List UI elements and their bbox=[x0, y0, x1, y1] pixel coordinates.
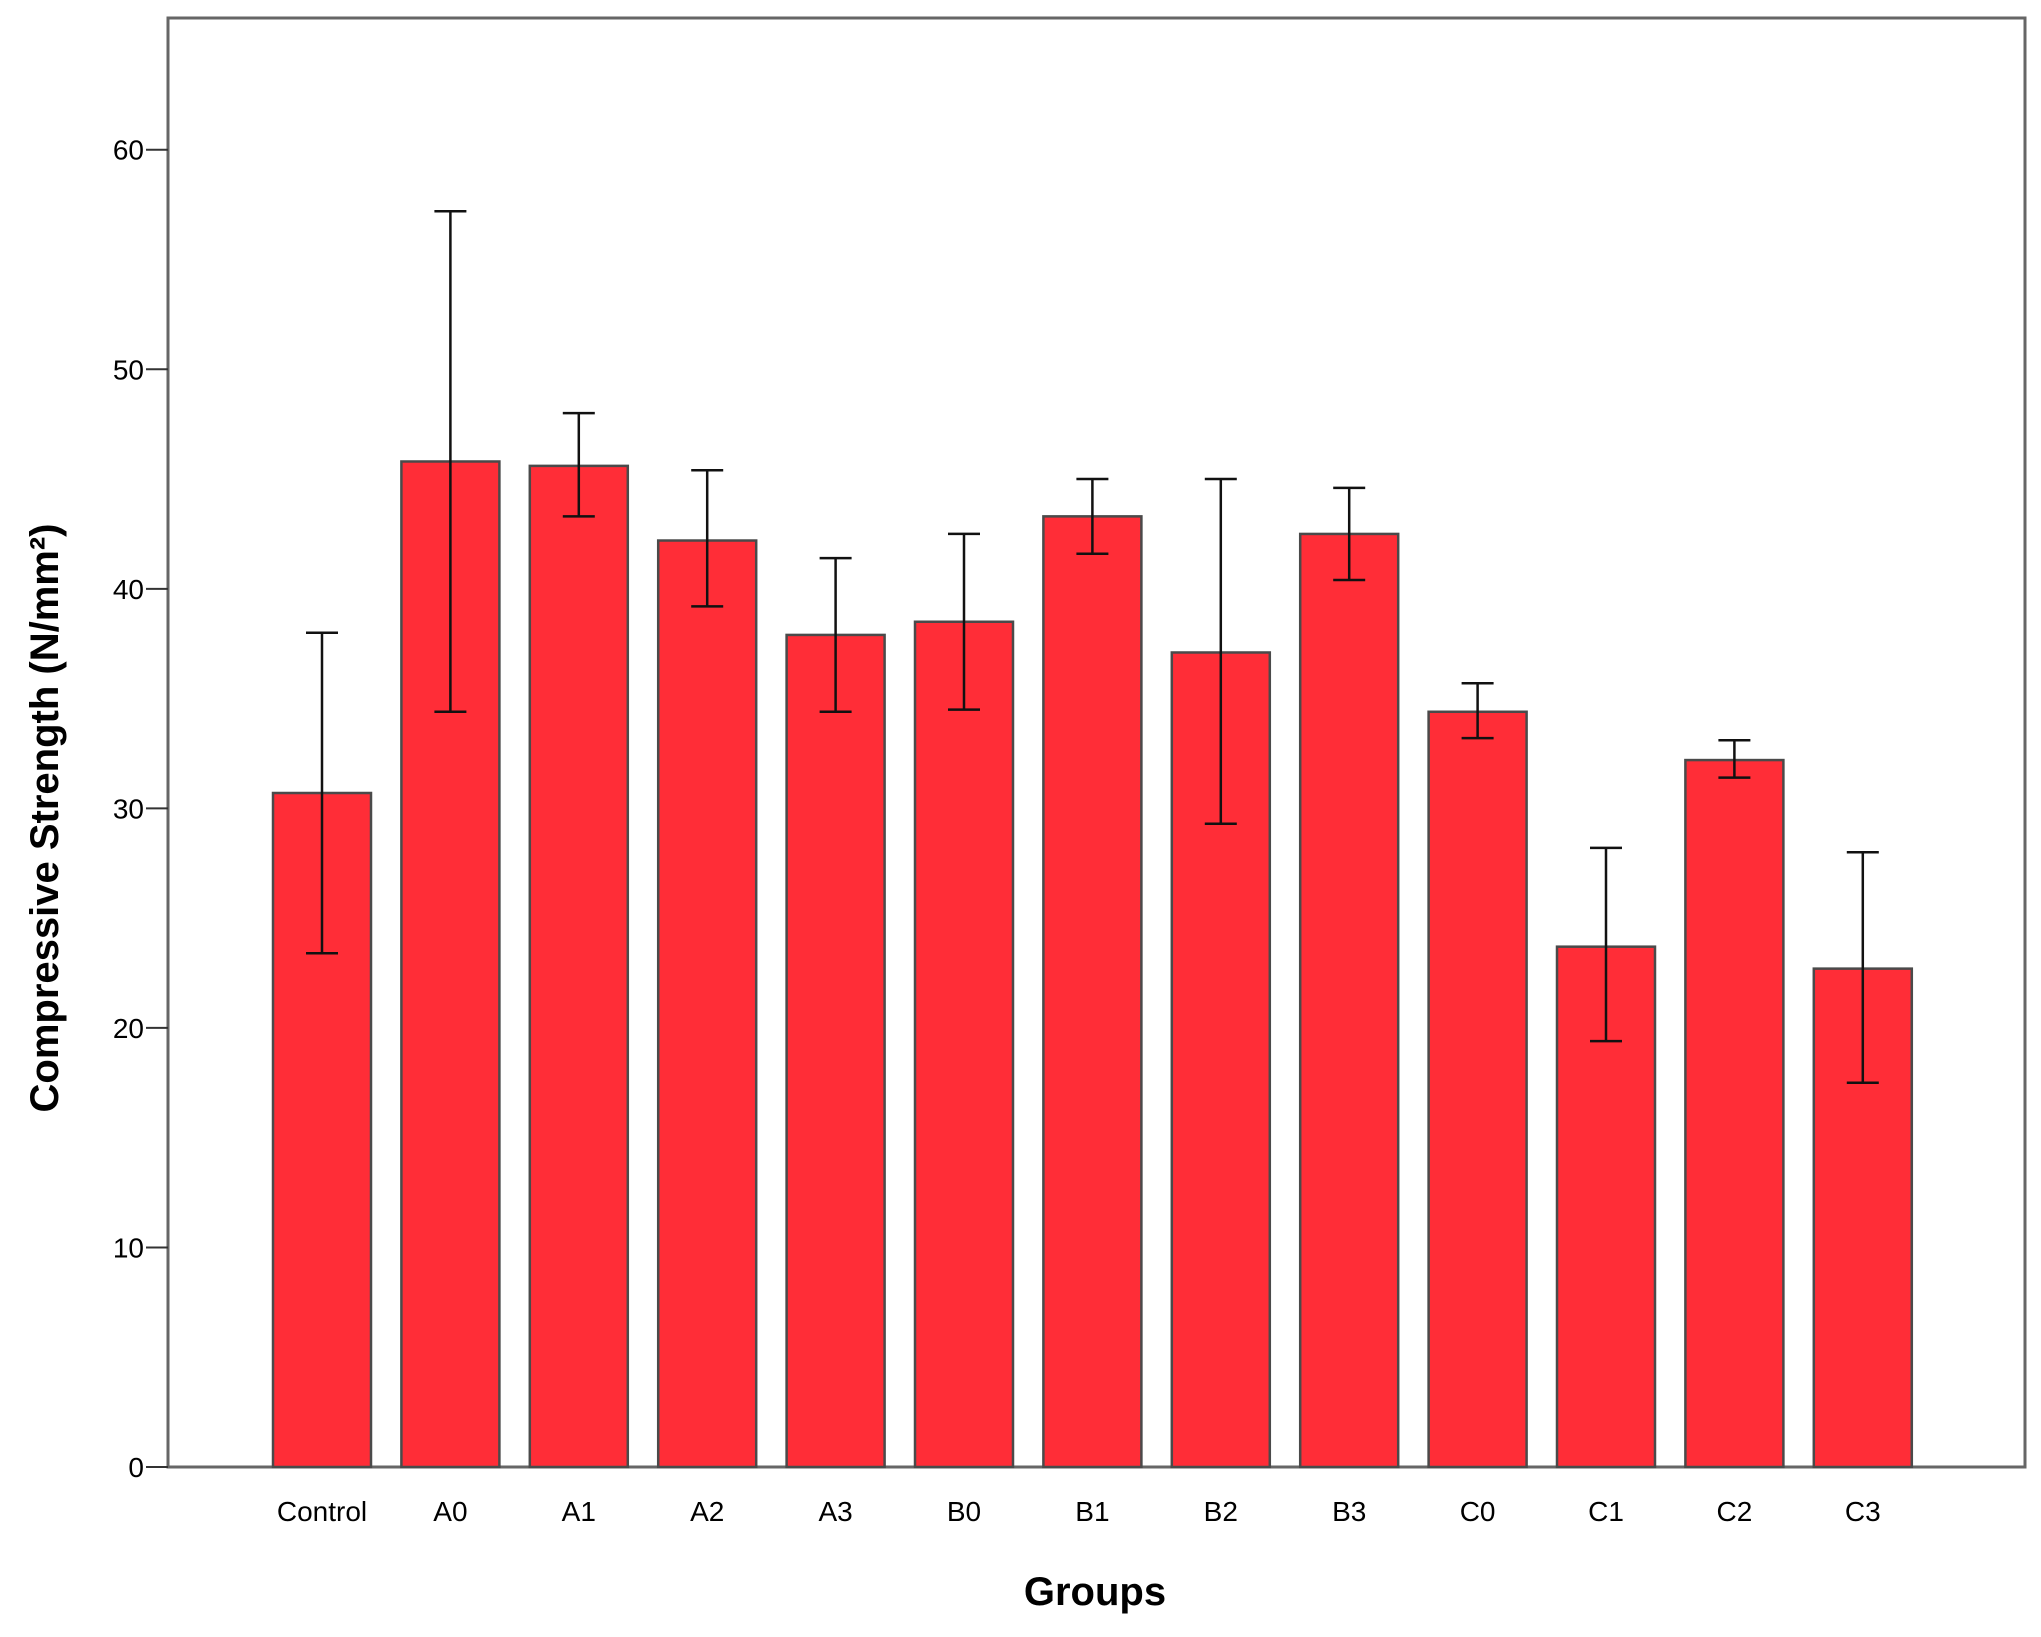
bar bbox=[1427, 710, 1528, 1469]
y-tick-label: 60 bbox=[113, 135, 144, 166]
y-tick-label: 20 bbox=[113, 1013, 144, 1044]
y-tick-label: 40 bbox=[113, 574, 144, 605]
bar bbox=[1684, 758, 1785, 1469]
x-tick-label: C2 bbox=[1717, 1496, 1753, 1527]
x-tick-label: A3 bbox=[818, 1496, 852, 1527]
x-tick-label: A0 bbox=[433, 1496, 467, 1527]
x-tick-label: C3 bbox=[1845, 1496, 1881, 1527]
bar bbox=[528, 464, 630, 1469]
y-tick-label: 0 bbox=[128, 1452, 144, 1483]
x-tick-label: A1 bbox=[562, 1496, 596, 1527]
y-tick-label: 30 bbox=[113, 793, 144, 824]
y-tick-label: 10 bbox=[113, 1232, 144, 1263]
x-axis-title: Groups bbox=[1024, 1570, 1166, 1614]
x-tick-label: B2 bbox=[1204, 1496, 1238, 1527]
bar bbox=[656, 539, 758, 1469]
x-tick-label: B0 bbox=[947, 1496, 981, 1527]
y-tick-label: 50 bbox=[113, 354, 144, 385]
x-tick-label: Control bbox=[277, 1496, 367, 1527]
x-tick-label: B3 bbox=[1332, 1496, 1366, 1527]
bar bbox=[1042, 515, 1143, 1469]
bar bbox=[1298, 532, 1400, 1469]
x-tick-label: A2 bbox=[690, 1496, 724, 1527]
x-tick-label: C1 bbox=[1588, 1496, 1624, 1527]
bar bbox=[913, 620, 1015, 1469]
x-tick-label: C0 bbox=[1460, 1496, 1496, 1527]
y-axis-title: Compressive Strength (N/mm²) bbox=[23, 524, 67, 1113]
x-tick-label: B1 bbox=[1075, 1496, 1109, 1527]
bar bbox=[785, 633, 886, 1469]
